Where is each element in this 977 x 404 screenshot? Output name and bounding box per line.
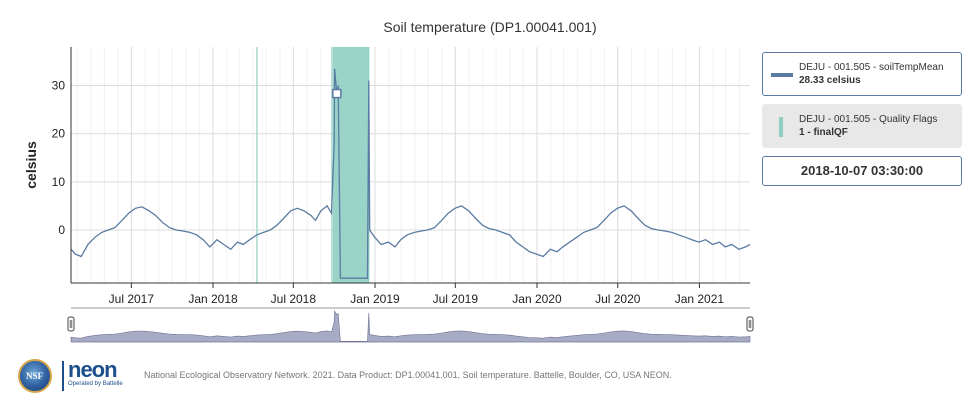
chart-title: Soil temperature (DP1.00041.001) (383, 19, 596, 35)
navigator-left-handle[interactable] (67, 316, 75, 332)
legend-series-item[interactable]: DEJU - 001.505 - soilTempMean 28.33 cels… (762, 52, 962, 96)
neon-logo-subtitle: Operated by Battelle (68, 381, 123, 387)
x-tick-label: Jan 2018 (188, 292, 238, 306)
x-tick-label: Jul 2018 (271, 292, 317, 306)
neon-logo-bar (62, 361, 64, 391)
series-swatch (771, 73, 793, 77)
y-tick-label: 30 (52, 79, 66, 93)
legend-timestamp: 2018-10-07 03:30:00 (762, 156, 962, 186)
range-navigator[interactable] (67, 307, 754, 343)
x-tick-label: Jan 2020 (512, 292, 562, 306)
flags-swatch (779, 117, 783, 137)
chart-canvas: Soil temperature (DP1.00041.001) Jul 201… (23, 19, 754, 343)
y-axis-label: celsius (23, 141, 39, 189)
x-tick-label: Jul 2019 (433, 292, 479, 306)
legend-flags-value: 1 - finalQF (799, 127, 848, 138)
quality-flag-band (332, 47, 369, 283)
navigator-right-handle[interactable] (746, 316, 754, 332)
y-tick-label: 10 (52, 175, 66, 189)
legend-flags-label: DEJU - 001.505 - Quality Flags (799, 114, 938, 125)
neon-logo[interactable]: neon (68, 357, 118, 382)
navigator-series-area (70, 310, 751, 343)
legend-series-value: 28.33 celsius (799, 75, 861, 86)
y-tick-label: 20 (52, 127, 66, 141)
hover-marker[interactable] (332, 88, 342, 99)
plot-area[interactable]: Jul 2017 Jan 2018 Jul 2018 Jan 2019 Jul 2019… (23, 47, 751, 306)
legend-flags-item[interactable]: DEJU - 001.505 - Quality Flags 1 - final… (762, 104, 962, 148)
y-tick-label: 0 (58, 223, 65, 237)
citation-text: National Ecological Observatory Network.… (144, 370, 672, 380)
x-tick-label: Jan 2021 (675, 292, 725, 306)
x-tick-label: Jul 2017 (109, 292, 155, 306)
nsf-logo-icon[interactable]: NSF (18, 359, 52, 393)
footer: NSF neon Operated by Battelle National E… (18, 357, 778, 393)
x-tick-label: Jan 2019 (350, 292, 400, 306)
x-tick-label: Jul 2020 (595, 292, 641, 306)
series-line-soiltempmean (70, 68, 751, 279)
legend-series-label: DEJU - 001.505 - soilTempMean (799, 62, 944, 73)
